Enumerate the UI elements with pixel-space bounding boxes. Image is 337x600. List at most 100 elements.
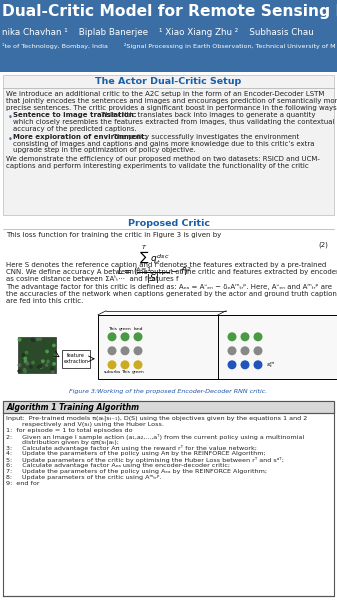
Text: that jointly encodes the sentences and images and encourages prediction of seman: that jointly encodes the sentences and i…	[6, 98, 337, 104]
Text: More exploration of environment:: More exploration of environment:	[13, 134, 147, 140]
Text: Input:  Pre-trained models π(aₜ|sₜ₋₁), D(S) using the objectives given by the eq: Input: Pre-trained models π(aₜ|sₜ₋₁), D(…	[6, 416, 307, 421]
Text: The Actor Dual-Critic Setup: The Actor Dual-Critic Setup	[95, 77, 242, 86]
Bar	[62, 350, 90, 368]
Text: accuracy of the predicted captions.: accuracy of the predicted captions.	[13, 126, 137, 132]
Bar	[3, 401, 334, 413]
Text: •: •	[8, 113, 13, 122]
Text: 7:     Update the parameters of the policy using Aₑₐ by the REINFORCE Algorithm;: 7: Update the parameters of the policy u…	[6, 469, 267, 474]
Circle shape	[24, 358, 26, 360]
Circle shape	[45, 364, 48, 366]
Circle shape	[39, 338, 41, 340]
Circle shape	[46, 364, 49, 366]
Circle shape	[47, 360, 49, 362]
Circle shape	[108, 360, 117, 370]
Text: $s_t^m$: $s_t^m$	[266, 360, 275, 370]
Text: Algorithm 1 Training Algorithm: Algorithm 1 Training Algorithm	[6, 403, 139, 412]
Bar	[18, 337, 56, 373]
Circle shape	[133, 360, 143, 370]
Text: The policy successfully investigates the environment: The policy successfully investigates the…	[111, 134, 299, 140]
Text: Sentence to image translation:: Sentence to image translation:	[13, 112, 136, 118]
Circle shape	[121, 332, 129, 341]
Bar	[0, 72, 337, 600]
Circle shape	[18, 364, 21, 366]
Circle shape	[40, 365, 42, 367]
Text: ¹te of Technology, Bombay, India        ²Signal Processing in Earth Observation,: ¹te of Technology, Bombay, India ²Signal…	[2, 43, 336, 49]
Text: 8:     Update parameters of the critic using Aᵐₜᵣᵖ.: 8: Update parameters of the critic using…	[6, 475, 162, 480]
Circle shape	[227, 360, 237, 370]
Circle shape	[53, 362, 55, 365]
Circle shape	[227, 346, 237, 355]
Bar	[3, 75, 334, 215]
Bar	[98, 315, 337, 379]
Circle shape	[22, 354, 25, 356]
Circle shape	[241, 346, 249, 355]
Circle shape	[121, 346, 129, 355]
Circle shape	[241, 332, 249, 341]
Text: Dual-Critic Model for Remote Sensing Im: Dual-Critic Model for Remote Sensing Im	[2, 4, 337, 19]
Text: consisting of images and captions and gains more knowledge due to this critic’s : consisting of images and captions and ga…	[13, 140, 314, 146]
Text: 2:     Given an Image I sample action (a₁,a₂,...,aᵀ) from the current policy usi: 2: Given an Image I sample action (a₁,a₂…	[6, 434, 304, 440]
Text: are fed into this critic.: are fed into this critic.	[6, 298, 83, 304]
Text: We demonstrate the efficiency of our proposed method on two datasets: RSICD and : We demonstrate the efficiency of our pro…	[6, 156, 320, 162]
Text: Figure 3:Working of the proposed Encoder-Decoder RNN critic.: Figure 3:Working of the proposed Encoder…	[69, 389, 268, 394]
Text: green: green	[119, 328, 131, 331]
Text: Proposed Critic: Proposed Critic	[127, 219, 210, 228]
Circle shape	[51, 368, 53, 370]
Circle shape	[26, 362, 29, 365]
Circle shape	[19, 338, 21, 340]
Circle shape	[108, 332, 117, 341]
Text: respectively and V(sₜ) using the Huber Loss.: respectively and V(sₜ) using the Huber L…	[6, 422, 164, 427]
Bar	[3, 401, 334, 596]
Text: which closely resembles the features extracted from images, thus validating the : which closely resembles the features ext…	[13, 119, 335, 125]
Circle shape	[241, 360, 249, 370]
Text: 1:  for episode = 1 to total episodes do: 1: for episode = 1 to total episodes do	[6, 428, 133, 433]
Text: nika Chavhan ¹    Biplab Banerjee    ¹ Xiao Xiang Zhu ²    Subhasis Chau: nika Chavhan ¹ Biplab Banerjee ¹ Xiao Xi…	[2, 28, 314, 37]
Circle shape	[36, 338, 39, 340]
Circle shape	[133, 332, 143, 341]
Text: The advantage factor for this critic is defined as: Aₑₐ = Aᵕₑₙ − δₑAᵐₜᵣᵖ. Here, : The advantage factor for this critic is …	[6, 284, 332, 290]
Text: precise sentences. The critic provides a significant boost in performance in the: precise sentences. The critic provides a…	[6, 104, 337, 110]
Text: 4:     Update the parameters of the policy using Aπ by the REINFORCE Algorithm;: 4: Update the parameters of the policy u…	[6, 451, 266, 456]
Text: 6:     Calculate advantage factor Aₑₐ using the encoder-decoder critic;: 6: Calculate advantage factor Aₑₐ using …	[6, 463, 230, 468]
Circle shape	[46, 350, 48, 353]
Circle shape	[31, 338, 34, 341]
Text: This loss function for training the critic in Figure 3 is given by: This loss function for training the crit…	[6, 232, 221, 238]
Text: We introduce an additional critic to the A2C setup in the form of an Encoder-Dec: We introduce an additional critic to the…	[6, 91, 325, 97]
Circle shape	[227, 332, 237, 341]
Circle shape	[24, 370, 26, 373]
Circle shape	[52, 371, 54, 373]
Circle shape	[42, 360, 44, 362]
Text: land: land	[133, 328, 143, 331]
Circle shape	[18, 338, 21, 341]
Text: feature
extraction: feature extraction	[63, 353, 89, 364]
Circle shape	[121, 360, 129, 370]
Circle shape	[253, 360, 263, 370]
Text: 5:     Update parameters of the critic by optimising the Huber Loss between rᵀ a: 5: Update parameters of the critic by op…	[6, 457, 284, 463]
Circle shape	[108, 346, 117, 355]
Text: green: green	[132, 370, 144, 374]
Text: captions and perform interesting experiments to validate the functionality of th: captions and perform interesting experim…	[6, 163, 309, 169]
Text: the accuracies of the network when captions generated by the actor and ground tr: the accuracies of the network when capti…	[6, 291, 337, 297]
Text: upgrade step in the optimization of policy objective.: upgrade step in the optimization of poli…	[13, 148, 196, 154]
Text: as cosine distance between ΣAᵗₜ···  and features f: as cosine distance between ΣAᵗₜ··· and f…	[6, 275, 179, 281]
Text: CNN. We define accuracy A between the output of the critic and features extracte: CNN. We define accuracy A between the ou…	[6, 269, 337, 275]
Circle shape	[37, 366, 40, 368]
Circle shape	[53, 355, 56, 357]
Circle shape	[23, 368, 26, 371]
Text: This: This	[121, 370, 129, 374]
Circle shape	[18, 370, 21, 372]
Circle shape	[53, 344, 55, 347]
Text: $L = (\dfrac{\sum_{t=1}^{T} q_t^{dsc}}{|S|} - f)^2$: $L = (\dfrac{\sum_{t=1}^{T} q_t^{dsc}}{|…	[117, 244, 193, 286]
Text: This critic translates back into images to generate a quantity: This critic translates back into images …	[99, 112, 316, 118]
Circle shape	[32, 361, 34, 364]
Text: 9:  end for: 9: end for	[6, 481, 40, 486]
Text: suburbs: suburbs	[103, 370, 121, 374]
Text: Here S denotes the reference caption and f denotes the features extracted by a p: Here S denotes the reference caption and…	[6, 262, 326, 268]
Text: 3:     Calculate advantage factor Aπ using the reward rᵀ for the value network;: 3: Calculate advantage factor Aπ using t…	[6, 445, 257, 451]
Circle shape	[24, 360, 27, 362]
Circle shape	[32, 339, 34, 341]
Text: (2): (2)	[318, 241, 328, 247]
Circle shape	[40, 366, 42, 368]
Text: This: This	[108, 328, 117, 331]
Circle shape	[253, 332, 263, 341]
